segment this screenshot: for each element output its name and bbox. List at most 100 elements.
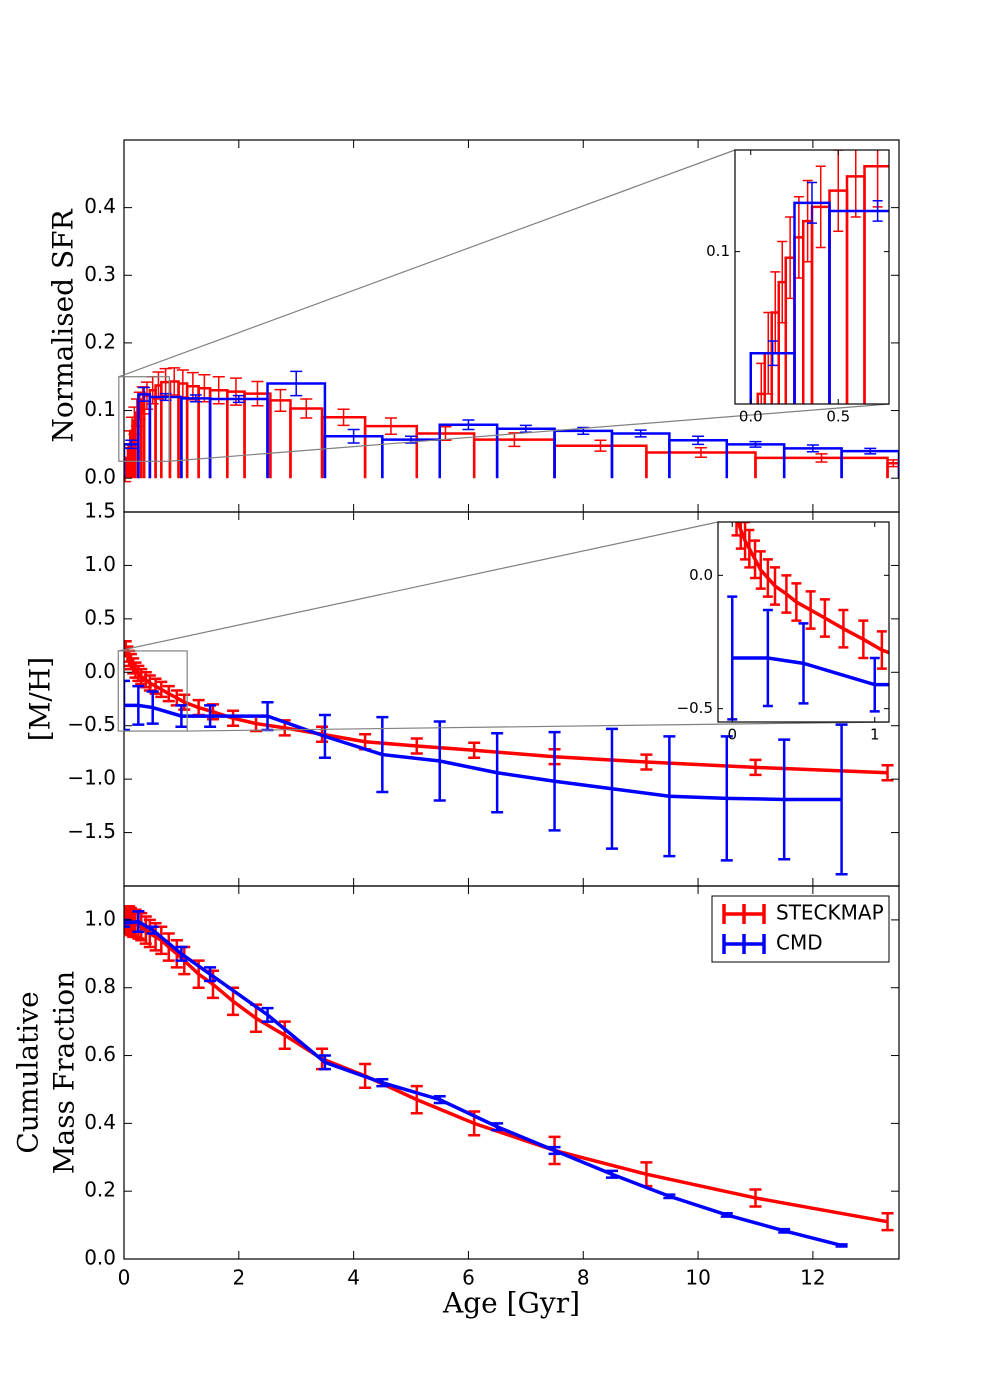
series-line [736,522,889,655]
error-bar [410,737,423,755]
inset-frame [734,149,890,405]
error-bar [791,582,802,622]
error-bar [694,446,707,458]
y-tick-label: −1.5 [67,819,116,843]
error-bar [605,1169,618,1179]
error-bar [132,910,145,934]
error-bar [548,730,561,832]
legend-swatch [722,934,766,954]
error-bar [175,945,188,962]
inset-frame [717,521,890,723]
y-tick-label: 0.2 [84,1178,116,1202]
error-bar [869,656,880,713]
error-bar [778,1227,791,1234]
error-bar [755,550,766,590]
legend-label: STECKMAP [776,901,884,925]
error-bar [640,753,653,771]
zoom-region [117,650,188,732]
error-bar [762,608,773,708]
error-bar [189,394,202,403]
error-bar [807,181,817,224]
y-tick-label: 1.5 [84,499,116,523]
error-bar [594,439,607,452]
x-tick-label: 6 [462,1266,475,1290]
error-bar [410,1084,423,1115]
error-bar [767,340,778,367]
error-bar [720,735,733,862]
error-bar [819,598,830,638]
y-axis-label: Normalised SFR [47,208,80,442]
plot-area [124,367,899,483]
series-line [124,703,842,802]
error-bar [170,939,183,969]
x-tick-label: 4 [347,1266,360,1290]
error-bar [300,398,313,419]
zoom-connector [118,521,719,652]
error-bar [204,966,217,983]
error-bar [833,150,844,233]
error-bar [762,558,773,598]
error-bar [146,925,159,935]
x-tick-label: 10 [685,1266,710,1290]
error-bar [798,622,809,705]
error-bar [887,459,899,468]
error-bar [462,419,475,431]
y-tick-label: 0.6 [84,1042,116,1066]
y-tick-label: 1.0 [84,552,116,576]
zoom-connector [118,149,736,378]
error-bar [663,735,676,858]
error-bar [872,200,883,222]
y-tick-label: 0.4 [84,194,116,218]
error-bar [720,1211,733,1218]
error-bar [881,764,894,782]
error-bar [337,408,350,427]
error-bar [125,439,138,450]
inset-y-tick-label: −0.5 [677,699,713,717]
y-tick-label: 1.0 [84,906,116,930]
error-bar [162,684,175,703]
error-bar [318,713,331,760]
zoom-connector [187,721,890,732]
x-tick-label: 8 [577,1266,590,1290]
error-bar [433,1094,446,1105]
error-bar [162,932,175,962]
error-bar [376,1078,389,1088]
error-bar [290,370,303,397]
error-bar [439,426,452,442]
legend-swatch [722,904,766,924]
error-bar [744,528,755,569]
error-bar [749,1188,762,1208]
error-bar [838,608,849,649]
inset-plot-area [727,522,889,721]
error-bar [749,758,762,777]
error-bar [347,428,360,444]
error-bar [132,684,145,726]
error-bar [318,1054,331,1071]
error-bar [227,709,240,727]
inset-x-tick-label: 0.0 [739,408,763,426]
error-bar [778,738,791,861]
error-bar [850,150,861,218]
y-axis-label: Cumulative [12,991,45,1153]
error-bar [864,447,877,455]
error-bar [204,704,217,729]
error-bar [175,704,188,729]
y-tick-label: 0.0 [84,659,116,683]
error-bar [468,741,481,760]
inset-x-tick-label: 0 [727,726,737,744]
inset-plot-area [749,150,889,404]
error-bar [376,715,389,794]
error-bar [251,380,264,407]
error-bar [274,388,287,412]
error-bar [605,727,618,850]
error-bar [750,539,761,580]
error-bar [805,590,816,630]
error-bar [146,690,159,725]
zoom-region [118,376,170,462]
x-axis-label: Age [Gyr] [442,1287,580,1320]
y-tick-label: 0.1 [84,397,116,421]
error-bar [229,377,242,406]
error-bar [749,440,762,448]
y-tick-label: 0.0 [84,1246,116,1270]
x-tick-label: 0 [118,1266,131,1290]
